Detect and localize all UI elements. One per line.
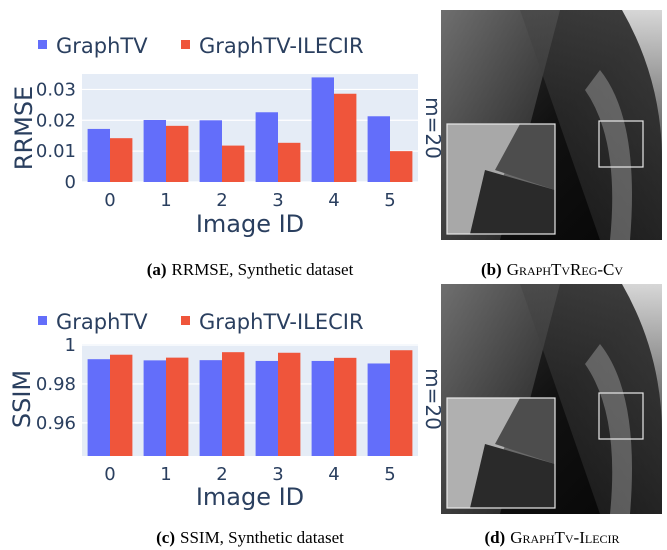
bar-graphtv-2: [199, 120, 222, 182]
x-tick-label: 1: [160, 464, 171, 485]
caption-d: (d) GraphTv-Ilecir: [484, 528, 619, 547]
x-tick-label: 5: [384, 464, 395, 485]
x-tick-label: 4: [328, 464, 339, 485]
bar-graphtv-ilecir-0: [110, 354, 133, 456]
y-tick-label: 0.98: [36, 374, 76, 395]
reconstruction-image-b: [441, 10, 662, 240]
caption-a: (a) RRMSE, Synthetic dataset: [147, 260, 354, 279]
x-tick-labels: 0 1 2 3 4 5: [104, 190, 395, 211]
x-tick-labels: 0 1 2 3 4 5: [104, 464, 395, 485]
x-tick-label: 2: [216, 190, 227, 211]
inset-wedge: [495, 398, 555, 464]
reconstruction-image-d: [441, 284, 662, 514]
bars: [87, 77, 413, 182]
inset-frame: [446, 123, 556, 235]
bars: [87, 350, 413, 456]
caption-d-text: GraphTv-Ilecir: [510, 528, 619, 547]
caption-c-text: SSIM, Synthetic dataset: [180, 528, 344, 547]
y-tick-labels: 0 0.01 0.02 0.03: [36, 79, 76, 193]
y-tick-label: 1: [65, 335, 76, 356]
bar-graphtv-4: [311, 77, 334, 182]
bar-graphtv-1: [143, 119, 166, 182]
bar-graphtv-5: [367, 363, 390, 456]
image-lens-shape: [622, 284, 662, 434]
caption-b-text: GraphTvReg-Cv: [507, 260, 624, 279]
bar-graphtv-ilecir-4: [334, 357, 357, 456]
bar-graphtv-ilecir-2: [222, 145, 245, 182]
bar-graphtv-4: [311, 360, 334, 456]
bar-graphtv-ilecir-4: [334, 93, 357, 182]
bar-graphtv-0: [87, 359, 110, 456]
caption-d-label: (d): [484, 528, 505, 547]
x-axis-label: Image ID: [196, 210, 304, 238]
y-tick-label: 0.02: [36, 110, 76, 131]
legend: GraphTV GraphTV-ILECIR: [38, 310, 364, 334]
x-tick-label: 5: [384, 190, 395, 211]
zoom-region-box: [598, 120, 644, 168]
y-axis-label: RRMSE: [10, 86, 38, 170]
inset-wedge: [495, 124, 555, 190]
y-axis-label: SSIM: [8, 370, 36, 428]
zoom-inset: [446, 397, 556, 509]
bar-graphtv-ilecir-1: [166, 357, 189, 456]
bar-graphtv-ilecir-5: [390, 151, 413, 182]
x-tick-label: 4: [328, 190, 339, 211]
bar-graphtv-2: [199, 360, 222, 456]
image-lens-shape: [622, 10, 662, 160]
x-tick-label: 3: [272, 464, 283, 485]
bar-graphtv-0: [87, 128, 110, 182]
gridlines: [82, 88, 418, 183]
image-arc-shape: [585, 344, 632, 514]
legend-swatch-graphtv-ilecir: [181, 40, 190, 49]
inset-frame: [446, 397, 556, 509]
bar-graphtv-ilecir-1: [166, 125, 189, 182]
caption-b: (b) GraphTvReg-Cv: [481, 260, 623, 279]
x-axis-label: Image ID: [196, 483, 304, 511]
zoom-inset: [446, 123, 556, 235]
x-tick-label: 0: [104, 464, 115, 485]
caption-c-label: (c): [156, 528, 175, 547]
gridlines: [82, 344, 418, 424]
y-tick-label: 0.03: [36, 79, 76, 100]
y-tick-label: 0.01: [36, 141, 76, 162]
legend-label-graphtv-ilecir: GraphTV-ILECIR: [199, 34, 364, 58]
bar-graphtv-ilecir-3: [278, 142, 301, 182]
caption-a-text: RRMSE, Synthetic dataset: [172, 260, 354, 279]
x-tick-label: 3: [272, 190, 283, 211]
inset-wedge: [470, 444, 555, 508]
bar-graphtv-ilecir-2: [222, 352, 245, 456]
y-tick-label: 0.96: [36, 413, 76, 434]
bar-graphtv-ilecir-3: [278, 352, 301, 456]
x-tick-label: 1: [160, 190, 171, 211]
x-tick-label: 2: [216, 464, 227, 485]
legend-label-graphtv-ilecir: GraphTV-ILECIR: [199, 310, 364, 334]
caption-b-label: (b): [481, 260, 502, 279]
y-tick-labels: 0.96 0.98 1: [36, 335, 76, 434]
image-arc-shape: [585, 70, 632, 240]
legend-label-graphtv: GraphTV: [56, 310, 148, 334]
legend: GraphTV GraphTV-ILECIR: [38, 34, 364, 58]
plot-area: [82, 344, 418, 456]
legend-swatch-graphtv: [38, 316, 47, 325]
plot-area: [82, 74, 418, 182]
legend-label-graphtv: GraphTV: [56, 34, 148, 58]
inset-wedge: [470, 170, 555, 234]
zoom-region-box: [598, 392, 644, 440]
bar-graphtv-ilecir-0: [110, 138, 133, 182]
y-tick-label: 0: [65, 172, 76, 193]
legend-swatch-graphtv-ilecir: [181, 316, 190, 325]
x-tick-label: 0: [104, 190, 115, 211]
legend-swatch-graphtv: [38, 40, 47, 49]
bar-graphtv-5: [367, 116, 390, 182]
caption-c: (c) SSIM, Synthetic dataset: [156, 528, 344, 547]
bar-graphtv-3: [255, 360, 278, 456]
caption-a-label: (a): [147, 260, 167, 279]
bar-graphtv-3: [255, 112, 278, 182]
rrmse-chart: GraphTV GraphTV-ILECIR 0 0.01 0.02 0.03 0 1 2…: [10, 34, 445, 238]
bar-graphtv-1: [143, 360, 166, 456]
bar-graphtv-ilecir-5: [390, 350, 413, 456]
